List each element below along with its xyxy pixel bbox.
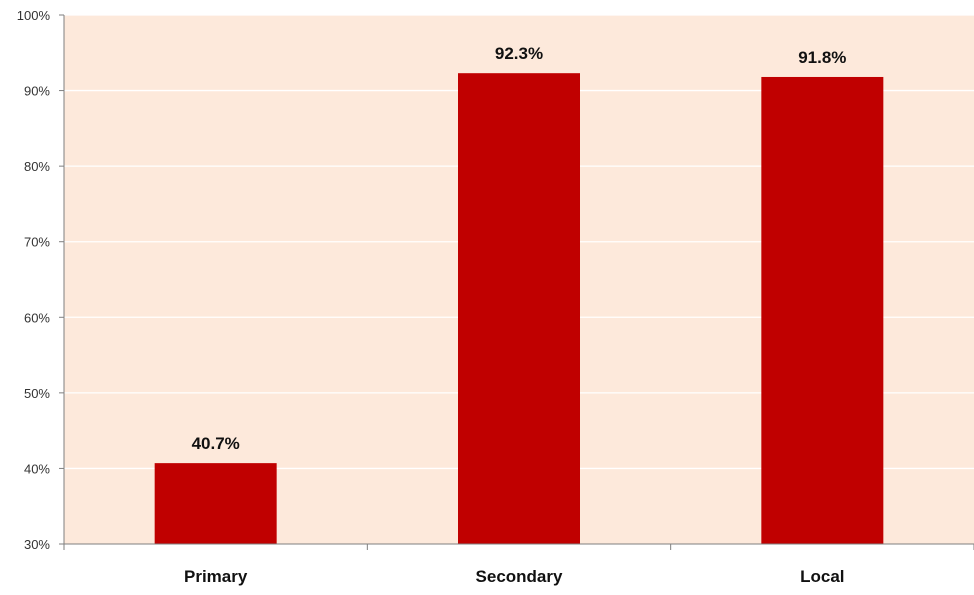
y-tick-label: 50%: [24, 386, 50, 401]
y-tick-label: 30%: [24, 537, 50, 552]
bar-local: [761, 76, 884, 545]
bar-primary: [154, 463, 277, 544]
labels: 30% 40% 50% 60% 70% 80% 90% 100% Primary Secondar…: [17, 8, 847, 586]
data-label: 91.8%: [798, 48, 846, 67]
x-category-label: Secondary: [476, 567, 563, 586]
y-tick-label: 90%: [24, 84, 50, 99]
x-category-label: Local: [800, 567, 844, 586]
y-tick-label: 60%: [24, 310, 50, 325]
axes: [59, 14, 974, 550]
data-label: 92.3%: [495, 44, 543, 63]
bar-secondary: [458, 73, 580, 544]
y-tick-label: 80%: [24, 159, 50, 174]
y-tick-label: 70%: [24, 235, 50, 250]
x-category-label: Primary: [184, 567, 248, 586]
bars: [154, 73, 884, 545]
y-tick-label: 100%: [17, 8, 51, 23]
y-tick-label: 40%: [24, 461, 50, 476]
data-label: 40.7%: [192, 434, 240, 453]
